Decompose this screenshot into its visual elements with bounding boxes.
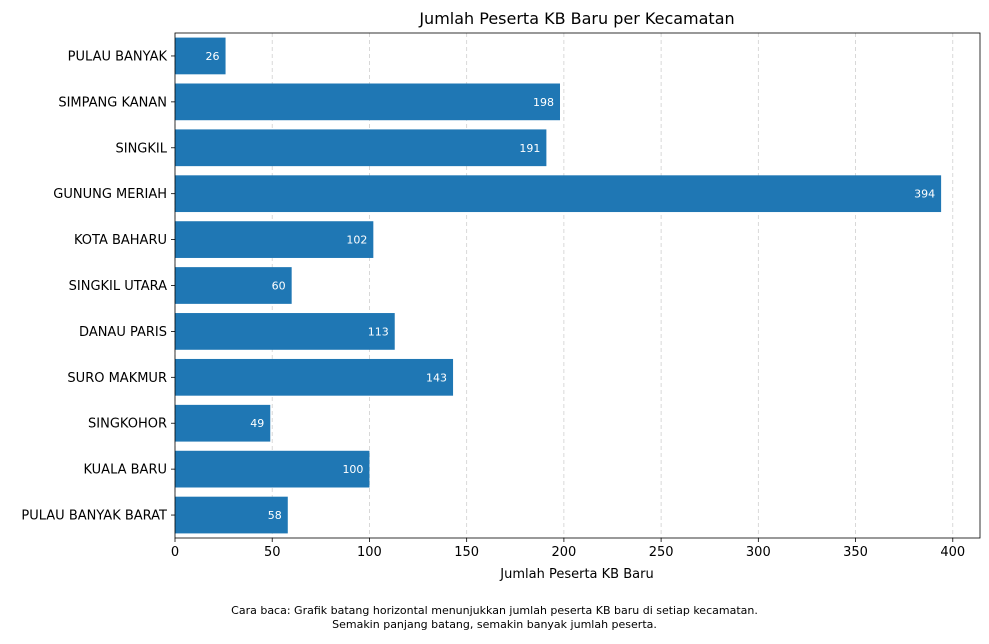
bar-value-label: 191 [519, 142, 540, 155]
bar [175, 313, 395, 350]
x-tick-label: 50 [264, 545, 281, 560]
chart-title: Jumlah Peserta KB Baru per Kecamatan [418, 9, 734, 28]
y-tick-label: SIMPANG KANAN [58, 95, 167, 110]
y-tick-label: PULAU BANYAK BARAT [21, 509, 167, 524]
bar [175, 175, 942, 213]
bar [175, 358, 454, 396]
y-tick-label: GUNUNG MERIAH [53, 187, 167, 202]
x-tick-label: 200 [551, 545, 576, 560]
bar [175, 129, 547, 167]
x-tick-label: 400 [940, 545, 965, 560]
x-tick-label: 150 [454, 545, 479, 560]
bar [175, 404, 271, 442]
y-tick-label: SURO MAKMUR [67, 371, 167, 386]
y-tick-label: PULAU BANYAK [68, 49, 168, 64]
y-tick-label: SINGKIL [116, 141, 168, 156]
bar-value-label: 113 [368, 325, 389, 338]
x-axis-ticks: 0 50 100 150 200 250 300 350 400 [171, 538, 965, 560]
x-axis-label: Jumlah Peserta KB Baru [499, 567, 653, 582]
bar-value-label: 143 [426, 371, 447, 384]
x-tick-label: 250 [649, 545, 674, 560]
bar [175, 450, 370, 488]
bar [175, 37, 226, 75]
x-tick-label: 300 [746, 545, 771, 560]
bars: 26 198 191 394 102 60 113 143 49 100 58 [175, 37, 942, 534]
x-tick-label: 100 [357, 545, 382, 560]
bar-value-label: 60 [272, 280, 286, 293]
bar [175, 267, 292, 304]
bar [175, 221, 374, 258]
bar-value-label: 58 [268, 509, 282, 522]
caption-line-1: Cara baca: Grafik batang horizontal menu… [231, 604, 758, 617]
bar-value-label: 49 [250, 417, 264, 430]
bar [175, 83, 560, 121]
bar-value-label: 102 [346, 234, 367, 247]
y-tick-label: KUALA BARU [83, 463, 167, 478]
x-tick-label: 0 [171, 545, 179, 560]
bar-value-label: 100 [342, 463, 363, 476]
y-tick-label: KOTA BAHARU [74, 233, 167, 248]
y-axis-ticks: PULAU BANYAK SIMPANG KANAN SINGKIL GUNUNG M… [21, 49, 175, 524]
bar [175, 496, 288, 534]
bar-value-label: 198 [533, 96, 554, 109]
y-tick-label: SINGKOHOR [88, 417, 167, 432]
x-tick-label: 350 [843, 545, 868, 560]
bar-value-label: 394 [914, 188, 935, 201]
y-tick-label: DANAU PARIS [79, 325, 167, 340]
bar-value-label: 26 [206, 50, 220, 63]
y-tick-label: SINGKIL UTARA [69, 279, 167, 294]
caption-line-2: Semakin panjang batang, semakin banyak j… [332, 618, 657, 631]
